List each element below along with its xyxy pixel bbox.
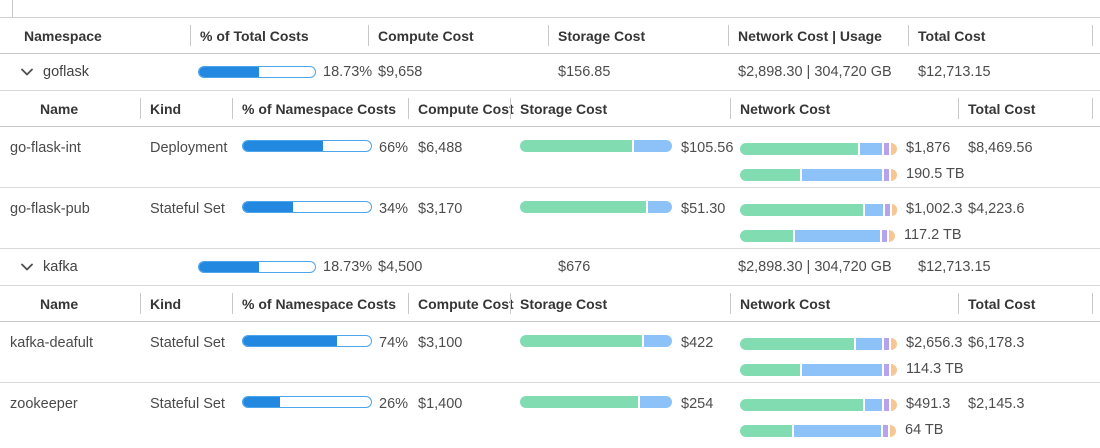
network-usage-value: 64 TB bbox=[905, 422, 944, 438]
network-cost-value: $2,656.3 bbox=[906, 335, 963, 351]
subheader-storage-cost: Storage Cost bbox=[510, 91, 730, 126]
pct-namespace-costs-value: 26% bbox=[379, 396, 409, 412]
pct-namespace-costs-value: 34% bbox=[379, 201, 409, 217]
subheader-total-cost: Total Cost bbox=[958, 91, 1092, 126]
storage-cost-value: $105.56 bbox=[681, 140, 734, 156]
network-usage-bar bbox=[740, 424, 896, 437]
pct-namespace-costs-bar bbox=[242, 335, 372, 347]
pct-total-costs-value: 18.73% bbox=[323, 259, 373, 275]
workload-kind: Stateful Set bbox=[150, 201, 225, 217]
workload-name: go-flask-pub bbox=[10, 201, 90, 217]
total-cost-value: $8,469.56 bbox=[968, 140, 1033, 156]
network-cost-value: $1,876 bbox=[906, 140, 951, 156]
storage-cost-value: $254 bbox=[681, 396, 714, 412]
subheader-name: Name bbox=[40, 100, 79, 117]
compute-cost-value: $6,488 bbox=[418, 140, 463, 156]
pct-namespace-costs-bar bbox=[242, 140, 372, 152]
subheader-pct-namespace-costs: % of Namespace Costs bbox=[232, 91, 408, 126]
network-usage-value: 117.2 TB bbox=[904, 227, 962, 243]
workload-row-kafka-deafult[interactable]: kafka-deafult Stateful Set 74% $3,100 $4… bbox=[0, 322, 1100, 383]
storage-cost-bar bbox=[520, 396, 672, 408]
pct-namespace-costs-bar bbox=[242, 396, 372, 408]
pct-namespace-costs-value: 74% bbox=[379, 335, 409, 351]
header-right-edge bbox=[1092, 18, 1100, 53]
workload-kind: Deployment bbox=[150, 140, 228, 156]
workload-row-go-flask-pub[interactable]: go-flask-pub Stateful Set 34% $3,170 $51… bbox=[0, 188, 1100, 249]
header-compute-cost: Compute Cost bbox=[368, 18, 548, 53]
workload-name: go-flask-int bbox=[10, 140, 81, 156]
pct-namespace-costs-bar bbox=[242, 201, 372, 213]
total-cost-value: $12,713.15 bbox=[918, 64, 991, 80]
subheader-network-cost: Network Cost bbox=[730, 91, 958, 126]
network-cost-bar bbox=[740, 337, 897, 350]
subheader-pct-namespace-costs: % of Namespace Costs bbox=[232, 286, 408, 321]
pct-total-costs-bar bbox=[198, 261, 316, 273]
table-top-tick bbox=[12, 0, 13, 17]
network-usage-bar bbox=[740, 363, 897, 376]
network-cost-usage-value: $2,898.30 | 304,720 GB bbox=[738, 259, 892, 275]
subheader-name: Name bbox=[40, 295, 79, 312]
storage-cost-value: $676 bbox=[558, 259, 591, 275]
main-table-header: Namespace % of Total Costs Compute Cost … bbox=[0, 18, 1100, 54]
network-usage-value: 190.5 TB bbox=[906, 166, 965, 182]
compute-cost-value: $3,100 bbox=[418, 335, 463, 351]
header-storage-cost: Storage Cost bbox=[548, 18, 728, 53]
subheader-compute-cost: Compute Cost bbox=[408, 91, 514, 126]
workload-table-header: Name Kind % of Namespace Costs Compute C… bbox=[0, 286, 1100, 322]
subheader-kind: Kind bbox=[140, 286, 232, 321]
network-usage-value: 114.3 TB bbox=[906, 361, 964, 377]
storage-cost-bar bbox=[520, 201, 672, 213]
workload-row-go-flask-int[interactable]: go-flask-int Deployment 66% $6,488 $105.… bbox=[0, 127, 1100, 188]
compute-cost-value: $4,500 bbox=[378, 259, 423, 275]
storage-cost-value: $51.30 bbox=[681, 201, 726, 217]
subheader-right-edge bbox=[1092, 91, 1100, 126]
storage-cost-bar bbox=[520, 335, 672, 347]
total-cost-value: $12,713.15 bbox=[918, 259, 991, 275]
workload-kind: Stateful Set bbox=[150, 335, 225, 351]
storage-cost-value: $156.85 bbox=[558, 64, 611, 80]
chevron-down-icon[interactable] bbox=[20, 260, 34, 274]
network-cost-bar bbox=[740, 203, 897, 216]
subheader-kind: Kind bbox=[140, 91, 232, 126]
pct-namespace-costs-value: 66% bbox=[379, 140, 409, 156]
subheader-right-edge bbox=[1092, 286, 1100, 321]
compute-cost-value: $3,170 bbox=[418, 201, 463, 217]
network-cost-value: $1,002.3 bbox=[906, 201, 963, 217]
header-total-cost: Total Cost bbox=[908, 18, 1092, 53]
subheader-compute-cost: Compute Cost bbox=[408, 286, 514, 321]
namespace-name: kafka bbox=[43, 259, 78, 275]
workload-name: kafka-deafult bbox=[10, 335, 94, 351]
header-network-cost-usage: Network Cost | Usage bbox=[728, 18, 908, 53]
network-cost-bar bbox=[740, 142, 897, 155]
workload-kind: Stateful Set bbox=[150, 396, 225, 412]
network-cost-value: $491.3 bbox=[906, 396, 951, 412]
namespace-row-goflask[interactable]: goflask 18.73% $9,658 $156.85 $2,898.30 … bbox=[0, 54, 1100, 91]
header-namespace: Namespace bbox=[24, 27, 102, 44]
namespace-name: goflask bbox=[43, 64, 89, 80]
namespace-row-kafka[interactable]: kafka 18.73% $4,500 $676 $2,898.30 | 304… bbox=[0, 249, 1100, 286]
workload-table-header: Name Kind % of Namespace Costs Compute C… bbox=[0, 91, 1100, 127]
pct-total-costs-value: 18.73% bbox=[323, 64, 373, 80]
total-cost-value: $6,178.3 bbox=[968, 335, 1025, 351]
storage-cost-bar bbox=[520, 140, 672, 152]
total-cost-value: $2,145.3 bbox=[968, 396, 1025, 412]
compute-cost-value: $1,400 bbox=[418, 396, 463, 412]
network-usage-bar bbox=[740, 229, 895, 242]
subheader-network-cost: Network Cost bbox=[730, 286, 958, 321]
network-usage-bar bbox=[740, 168, 897, 181]
subheader-storage-cost: Storage Cost bbox=[510, 286, 730, 321]
total-cost-value: $4,223.6 bbox=[968, 201, 1025, 217]
network-cost-usage-value: $2,898.30 | 304,720 GB bbox=[738, 64, 892, 80]
workload-row-zookeeper[interactable]: zookeeper Stateful Set 26% $1,400 $254 $… bbox=[0, 383, 1100, 444]
subheader-total-cost: Total Cost bbox=[958, 286, 1092, 321]
cost-breakdown-table: Namespace % of Total Costs Compute Cost … bbox=[0, 17, 1100, 444]
header-pct-total-costs: % of Total Costs bbox=[190, 18, 368, 53]
pct-total-costs-bar bbox=[198, 66, 316, 78]
compute-cost-value: $9,658 bbox=[378, 64, 423, 80]
chevron-down-icon[interactable] bbox=[20, 65, 34, 79]
workload-name: zookeeper bbox=[10, 396, 78, 412]
storage-cost-value: $422 bbox=[681, 335, 714, 351]
network-cost-bar bbox=[740, 398, 897, 411]
